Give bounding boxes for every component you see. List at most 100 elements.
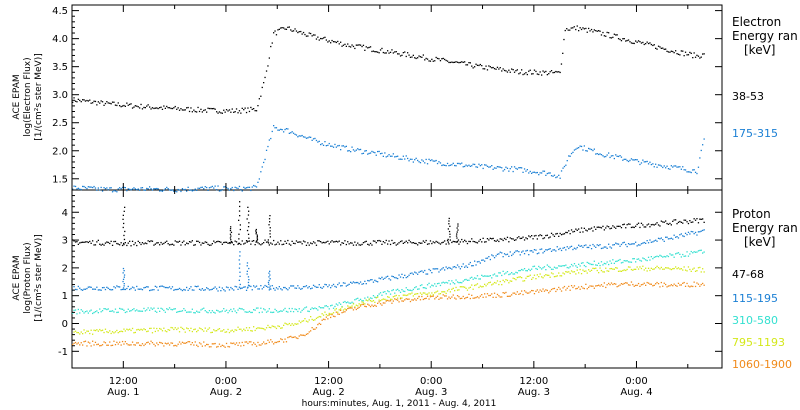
data-point-310-580	[476, 275, 479, 277]
data-point-175-315	[191, 190, 193, 192]
data-point-115-195	[171, 286, 174, 288]
data-point-795-1193	[90, 329, 92, 331]
data-point-38-53	[549, 71, 551, 73]
spike-point-115-195	[238, 259, 240, 261]
data-point-1060-1900	[97, 343, 99, 345]
spike-point-47-68	[456, 237, 458, 239]
data-point-115-195	[588, 246, 590, 249]
data-point-795-1193	[468, 287, 470, 289]
data-point-47-68	[503, 237, 506, 240]
data-point-175-315	[506, 167, 509, 169]
data-point-38-53	[137, 106, 139, 108]
data-point-175-315	[292, 132, 295, 134]
spike-point-115-195	[267, 281, 270, 284]
data-point-175-315	[680, 168, 682, 170]
data-point-1060-1900	[253, 342, 255, 344]
data-point-38-53	[297, 31, 299, 34]
data-point-1060-1900	[110, 344, 112, 347]
data-point-310-580	[392, 289, 394, 291]
data-point-47-68	[452, 240, 454, 243]
data-point-175-315	[682, 166, 684, 168]
data-point-795-1193	[444, 291, 446, 293]
data-point-1060-1900	[161, 342, 164, 345]
data-point-795-1193	[178, 331, 181, 333]
data-point-1060-1900	[325, 316, 327, 318]
data-point-115-195	[608, 243, 610, 245]
data-point-310-580	[100, 311, 102, 313]
spike-point-47-68	[256, 238, 259, 240]
data-point-115-195	[250, 285, 252, 288]
data-point-795-1193	[290, 324, 292, 326]
data-point-795-1193	[419, 292, 422, 294]
data-point-310-580	[337, 304, 339, 306]
data-point-115-195	[310, 288, 312, 290]
data-point-38-53	[569, 29, 571, 31]
data-point-115-195	[650, 241, 652, 243]
data-point-795-1193	[384, 298, 386, 300]
data-point-1060-1900	[502, 292, 504, 294]
data-point-175-315	[553, 174, 556, 176]
data-point-1060-1900	[625, 282, 627, 284]
data-point-1060-1900	[454, 297, 456, 299]
data-point-310-580	[379, 292, 382, 294]
data-point-310-580	[642, 257, 644, 259]
data-point-310-580	[573, 263, 576, 265]
data-point-175-315	[627, 160, 630, 163]
data-point-115-195	[100, 289, 102, 291]
data-point-175-315	[626, 159, 628, 162]
data-point-115-195	[143, 287, 145, 289]
data-point-795-1193	[355, 304, 357, 306]
data-point-47-68	[267, 241, 269, 243]
data-point-795-1193	[672, 268, 674, 270]
data-point-175-315	[308, 136, 310, 138]
data-point-47-68	[523, 239, 526, 241]
data-point-47-68	[528, 235, 530, 237]
data-point-175-315	[652, 163, 654, 165]
data-point-175-315	[513, 166, 516, 168]
data-point-47-68	[484, 241, 486, 243]
data-point-795-1193	[603, 271, 605, 273]
spike-point-47-68	[457, 229, 459, 231]
data-point-115-195	[290, 285, 292, 287]
data-point-115-195	[627, 243, 630, 245]
data-point-47-68	[414, 242, 416, 244]
data-point-1060-1900	[302, 334, 305, 336]
data-point-47-68	[228, 242, 231, 244]
data-point-310-580	[371, 297, 373, 300]
data-point-38-53	[90, 102, 92, 104]
data-point-115-195	[338, 282, 340, 284]
data-point-115-195	[652, 241, 654, 243]
spike-point-47-68	[269, 215, 271, 217]
data-point-175-315	[669, 168, 671, 170]
data-point-795-1193	[238, 328, 241, 330]
data-point-38-53	[637, 40, 640, 42]
data-point-310-580	[281, 310, 283, 312]
data-point-1060-1900	[680, 284, 682, 286]
data-point-47-68	[657, 224, 660, 226]
data-point-1060-1900	[439, 297, 442, 299]
data-point-175-315	[569, 155, 571, 157]
data-point-175-315	[225, 187, 228, 189]
data-point-38-53	[84, 100, 87, 102]
data-point-47-68	[374, 240, 376, 242]
electron-ytick-label: 3.0	[52, 90, 68, 101]
data-point-47-68	[283, 243, 285, 245]
data-point-115-195	[675, 236, 677, 238]
xtick-time-label: 0:00	[625, 376, 647, 387]
data-point-1060-1900	[228, 346, 231, 348]
data-point-115-195	[161, 285, 164, 287]
data-point-115-195	[307, 287, 309, 289]
data-point-38-53	[153, 107, 155, 110]
data-point-115-195	[657, 237, 660, 239]
data-point-47-68	[545, 234, 547, 237]
data-point-175-315	[141, 187, 144, 189]
data-point-47-68	[263, 242, 265, 244]
data-point-795-1193	[110, 332, 112, 335]
data-point-38-53	[238, 110, 241, 112]
data-point-310-580	[523, 268, 526, 270]
data-point-795-1193	[469, 286, 471, 288]
data-point-115-195	[198, 288, 201, 290]
data-point-310-580	[398, 290, 400, 292]
data-point-38-53	[669, 51, 671, 53]
data-point-47-68	[563, 233, 566, 235]
